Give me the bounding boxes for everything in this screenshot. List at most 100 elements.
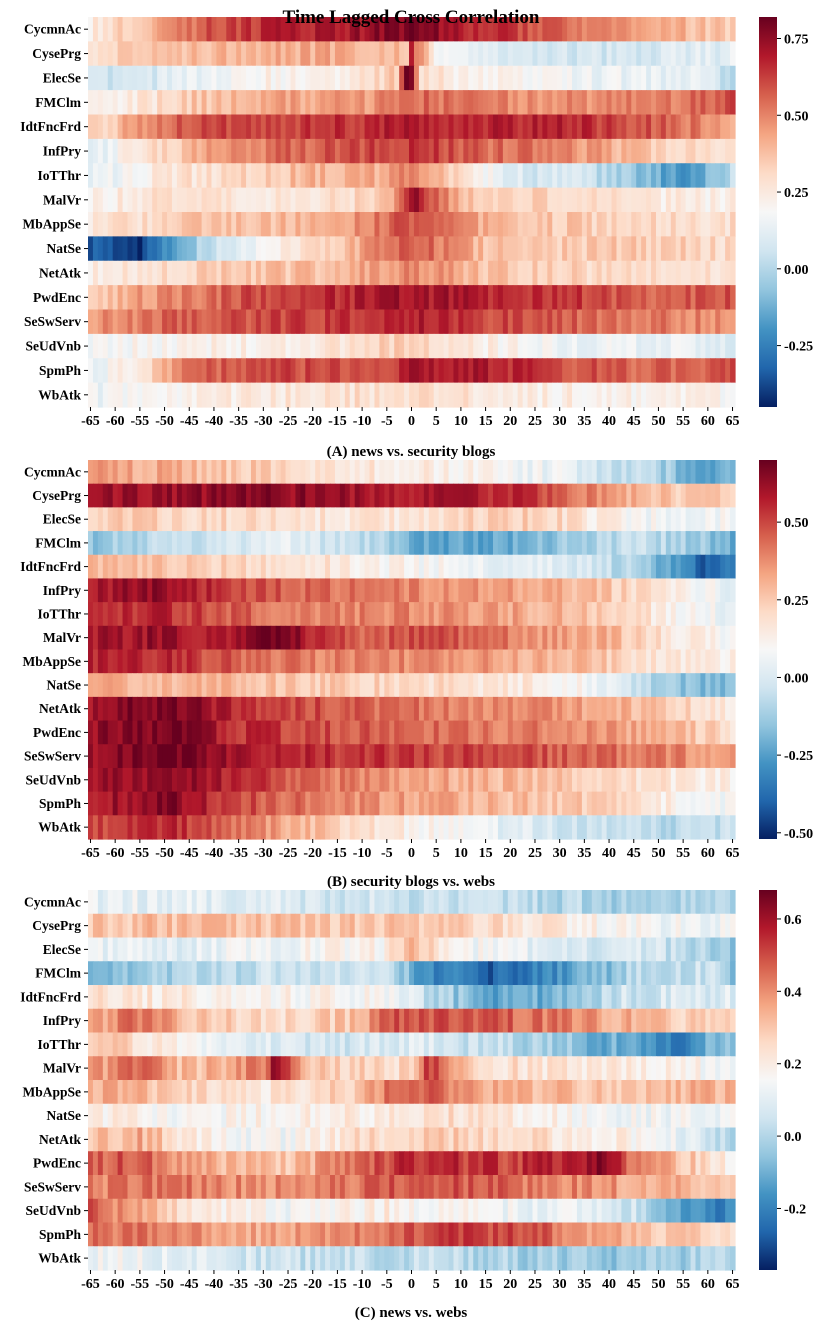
- heatmap-cell: [226, 890, 232, 915]
- heatmap-cell: [206, 114, 213, 140]
- heatmap-cell: [433, 913, 440, 939]
- heatmap-cell: [463, 937, 469, 962]
- heatmap-cell: [280, 138, 287, 164]
- heatmap-cell: [473, 90, 479, 116]
- heatmap-cell: [231, 187, 237, 213]
- heatmap-cell: [527, 649, 534, 674]
- heatmap-cell: [502, 696, 509, 722]
- heatmap-cell: [458, 625, 464, 651]
- heatmap-cell: [695, 696, 702, 722]
- heatmap-cell: [241, 602, 247, 627]
- heatmap-cell: [162, 791, 168, 816]
- heatmap-cell: [270, 815, 277, 840]
- heatmap-cell: [478, 285, 484, 311]
- heatmap-cell: [700, 913, 706, 939]
- heatmap-cell: [152, 649, 158, 674]
- heatmap-cell: [122, 460, 129, 485]
- heatmap-cell: [537, 460, 543, 485]
- heatmap-cell: [636, 720, 642, 745]
- heatmap-cell: [621, 554, 627, 580]
- heatmap-cell: [586, 114, 593, 140]
- heatmap-cell: [690, 236, 697, 262]
- heatmap-cell: [102, 744, 109, 769]
- heatmap-cell: [394, 531, 400, 556]
- heatmap-cell: [196, 114, 203, 140]
- heatmap-cell: [102, 260, 109, 286]
- heatmap-cell: [216, 65, 222, 91]
- heatmap-cell: [176, 90, 183, 116]
- heatmap-cell: [606, 554, 613, 580]
- heatmap-cell: [448, 285, 455, 311]
- heatmap-cell: [695, 114, 702, 140]
- heatmap-cell: [389, 163, 395, 189]
- heatmap-cell: [547, 163, 553, 189]
- heatmap-cell: [468, 507, 474, 532]
- heatmap-cell: [320, 744, 326, 769]
- heatmap-cell: [102, 649, 109, 674]
- heatmap-cell: [176, 507, 183, 532]
- heatmap-cell: [517, 961, 524, 986]
- heatmap-cell: [88, 212, 94, 237]
- heatmap-cell: [231, 673, 237, 698]
- heatmap-cell: [409, 554, 415, 580]
- heatmap-cell: [547, 483, 553, 508]
- heatmap-cell: [285, 483, 292, 508]
- heatmap-cell: [315, 163, 321, 189]
- heatmap-cell: [616, 913, 623, 939]
- heatmap-cell: [517, 114, 524, 140]
- heatmap-cell: [196, 720, 203, 745]
- heatmap-cell: [423, 937, 430, 962]
- heatmap-cell: [720, 138, 726, 164]
- heatmap-cell: [344, 937, 351, 962]
- heatmap-cell: [325, 187, 331, 213]
- x-tick-label: 15: [479, 846, 493, 861]
- heatmap-cell: [453, 890, 460, 915]
- heatmap-cell: [433, 937, 440, 962]
- heatmap-cell: [226, 578, 232, 603]
- heatmap-cell: [468, 985, 474, 1010]
- heatmap-cell: [330, 260, 336, 286]
- heatmap-cell: [438, 696, 445, 722]
- heatmap-cell: [246, 815, 252, 840]
- heatmap-cell: [260, 382, 267, 408]
- heatmap-cell: [710, 187, 716, 213]
- heatmap-cell: [88, 531, 94, 556]
- heatmap-cell: [710, 17, 716, 42]
- heatmap-cell: [280, 236, 287, 262]
- heatmap-cell: [255, 41, 262, 67]
- heatmap-cell: [132, 720, 138, 745]
- heatmap-cell: [250, 578, 257, 603]
- heatmap-cell: [285, 358, 292, 384]
- heatmap-cell: [305, 260, 311, 286]
- heatmap-cell: [596, 236, 603, 262]
- heatmap-cell: [616, 41, 623, 67]
- heatmap-cell: [572, 554, 578, 580]
- heatmap-cell: [241, 382, 247, 408]
- heatmap-cell: [507, 358, 514, 384]
- heatmap-cell: [552, 744, 558, 769]
- heatmap-cell: [488, 358, 494, 384]
- heatmap-cell: [216, 791, 222, 816]
- heatmap-cell: [453, 744, 460, 769]
- heatmap-cell: [384, 578, 390, 603]
- heatmap-cell: [616, 507, 623, 532]
- heatmap-cell: [586, 212, 593, 237]
- heatmap-cell: [576, 815, 583, 840]
- heatmap-cell: [369, 720, 376, 745]
- heatmap-cell: [399, 236, 405, 262]
- heatmap-cell: [310, 696, 316, 722]
- heatmap-cell: [725, 507, 731, 532]
- heatmap-cell: [537, 507, 543, 532]
- heatmap-cell: [147, 890, 153, 915]
- heatmap-cell: [473, 65, 479, 91]
- heatmap-cell: [483, 720, 489, 745]
- heatmap-cell: [601, 163, 608, 189]
- heatmap-cell: [384, 767, 390, 793]
- heatmap-cell: [102, 815, 109, 840]
- heatmap-cell: [512, 41, 519, 67]
- heatmap-cell: [413, 333, 420, 359]
- heatmap-cell: [315, 333, 321, 359]
- heatmap-cell: [211, 309, 218, 335]
- heatmap-cell: [334, 625, 341, 651]
- heatmap-cell: [399, 163, 405, 189]
